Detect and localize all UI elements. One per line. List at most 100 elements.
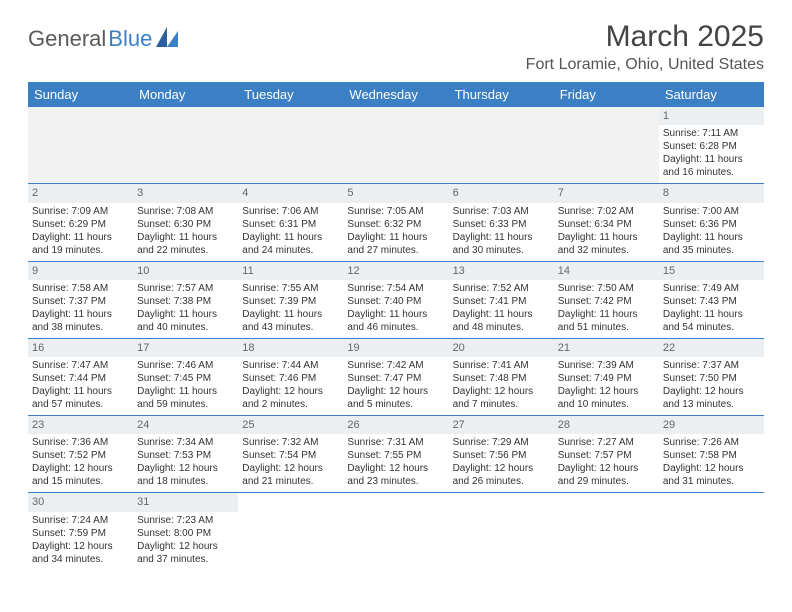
day-cell: 26Sunrise: 7:31 AMSunset: 7:55 PMDayligh… — [343, 416, 448, 493]
day-cell: 31Sunrise: 7:23 AMSunset: 8:00 PMDayligh… — [133, 493, 238, 570]
daylight-text: Daylight: 11 hours and 59 minutes. — [137, 385, 234, 411]
day-details: Sunrise: 7:44 AMSunset: 7:46 PMDaylight:… — [238, 357, 343, 415]
sunset-text: Sunset: 7:39 PM — [242, 295, 339, 308]
sunset-text: Sunset: 7:48 PM — [453, 372, 550, 385]
day-cell: 21Sunrise: 7:39 AMSunset: 7:49 PMDayligh… — [554, 338, 659, 415]
day-cell: 29Sunrise: 7:26 AMSunset: 7:58 PMDayligh… — [659, 416, 764, 493]
sunrise-text: Sunrise: 7:31 AM — [347, 436, 444, 449]
day-details: Sunrise: 7:26 AMSunset: 7:58 PMDaylight:… — [659, 434, 764, 492]
day-number: 13 — [449, 262, 554, 280]
day-number: 2 — [28, 184, 133, 202]
day-cell: 8Sunrise: 7:00 AMSunset: 6:36 PMDaylight… — [659, 184, 764, 261]
day-number: 12 — [343, 262, 448, 280]
sunset-text: Sunset: 7:40 PM — [347, 295, 444, 308]
day-header: Friday — [554, 82, 659, 107]
blank-cell — [133, 107, 238, 184]
day-cell: 24Sunrise: 7:34 AMSunset: 7:53 PMDayligh… — [133, 416, 238, 493]
sunrise-text: Sunrise: 7:00 AM — [663, 205, 760, 218]
sunset-text: Sunset: 7:57 PM — [558, 449, 655, 462]
sunset-text: Sunset: 6:32 PM — [347, 218, 444, 231]
day-cell: 7Sunrise: 7:02 AMSunset: 6:34 PMDaylight… — [554, 184, 659, 261]
day-number: 14 — [554, 262, 659, 280]
day-number: 19 — [343, 339, 448, 357]
day-details: Sunrise: 7:46 AMSunset: 7:45 PMDaylight:… — [133, 357, 238, 415]
sunset-text: Sunset: 7:44 PM — [32, 372, 129, 385]
blank-cell — [449, 107, 554, 184]
day-details: Sunrise: 7:58 AMSunset: 7:37 PMDaylight:… — [28, 280, 133, 338]
sunset-text: Sunset: 7:50 PM — [663, 372, 760, 385]
day-number: 25 — [238, 416, 343, 434]
sunrise-text: Sunrise: 7:37 AM — [663, 359, 760, 372]
page-header: GeneralBlue March 2025 Fort Loramie, Ohi… — [28, 20, 764, 74]
sunset-text: Sunset: 7:47 PM — [347, 372, 444, 385]
sunrise-text: Sunrise: 7:52 AM — [453, 282, 550, 295]
day-cell: 13Sunrise: 7:52 AMSunset: 7:41 PMDayligh… — [449, 261, 554, 338]
daylight-text: Daylight: 11 hours and 51 minutes. — [558, 308, 655, 334]
day-number: 9 — [28, 262, 133, 280]
day-cell: 3Sunrise: 7:08 AMSunset: 6:30 PMDaylight… — [133, 184, 238, 261]
day-details: Sunrise: 7:42 AMSunset: 7:47 PMDaylight:… — [343, 357, 448, 415]
sunrise-text: Sunrise: 7:03 AM — [453, 205, 550, 218]
daylight-text: Daylight: 12 hours and 34 minutes. — [32, 540, 129, 566]
calendar-grid: SundayMondayTuesdayWednesdayThursdayFrid… — [28, 82, 764, 570]
day-details: Sunrise: 7:03 AMSunset: 6:33 PMDaylight:… — [449, 203, 554, 261]
day-details: Sunrise: 7:32 AMSunset: 7:54 PMDaylight:… — [238, 434, 343, 492]
day-cell: 22 Sunrise: 7:37 AMSunset: 7:50 PMDayligh… — [659, 338, 764, 415]
day-number: 26 — [343, 416, 448, 434]
day-cell: 23Sunrise: 7:36 AMSunset: 7:52 PMDayligh… — [28, 416, 133, 493]
daylight-text: Daylight: 12 hours and 2 minutes. — [242, 385, 339, 411]
sunrise-text: Sunrise: 7:29 AM — [453, 436, 550, 449]
sunrise-text: Sunrise: 7:11 AM — [663, 127, 760, 140]
sunset-text: Sunset: 7:43 PM — [663, 295, 760, 308]
day-details: Sunrise: 7:39 AMSunset: 7:49 PMDaylight:… — [554, 357, 659, 415]
sunrise-text: Sunrise: 7:23 AM — [137, 514, 234, 527]
day-number: 17 — [133, 339, 238, 357]
sunrise-text: Sunrise: 7:24 AM — [32, 514, 129, 527]
day-number: 22 — [659, 339, 764, 357]
day-number: 28 — [554, 416, 659, 434]
day-number: 23 — [28, 416, 133, 434]
daylight-text: Daylight: 12 hours and 26 minutes. — [453, 462, 550, 488]
sunrise-text: Sunrise: 7:47 AM — [32, 359, 129, 372]
day-details: Sunrise: 7:05 AMSunset: 6:32 PMDaylight:… — [343, 203, 448, 261]
daylight-text: Daylight: 11 hours and 46 minutes. — [347, 308, 444, 334]
calendar-row: 30Sunrise: 7:24 AMSunset: 7:59 PMDayligh… — [28, 493, 764, 570]
day-number: 31 — [133, 493, 238, 511]
day-number: 10 — [133, 262, 238, 280]
sunset-text: Sunset: 7:41 PM — [453, 295, 550, 308]
day-cell: 20Sunrise: 7:41 AMSunset: 7:48 PMDayligh… — [449, 338, 554, 415]
daylight-text: Daylight: 12 hours and 10 minutes. — [558, 385, 655, 411]
sunrise-text: Sunrise: 7:02 AM — [558, 205, 655, 218]
day-number: 21 — [554, 339, 659, 357]
sunset-text: Sunset: 6:29 PM — [32, 218, 129, 231]
day-details: Sunrise: 7:11 AMSunset: 6:28 PMDaylight:… — [659, 125, 764, 183]
day-details: Sunrise: 7:52 AMSunset: 7:41 PMDaylight:… — [449, 280, 554, 338]
daylight-text: Daylight: 11 hours and 24 minutes. — [242, 231, 339, 257]
day-number: 5 — [343, 184, 448, 202]
sunset-text: Sunset: 7:55 PM — [347, 449, 444, 462]
day-details: Sunrise: 7:54 AMSunset: 7:40 PMDaylight:… — [343, 280, 448, 338]
daylight-text: Daylight: 11 hours and 57 minutes. — [32, 385, 129, 411]
day-number: 20 — [449, 339, 554, 357]
sunset-text: Sunset: 7:54 PM — [242, 449, 339, 462]
logo-text-2: Blue — [108, 26, 152, 52]
day-cell: 16Sunrise: 7:47 AMSunset: 7:44 PMDayligh… — [28, 338, 133, 415]
day-number: 29 — [659, 416, 764, 434]
sunrise-text: Sunrise: 7:39 AM — [558, 359, 655, 372]
sunset-text: Sunset: 7:45 PM — [137, 372, 234, 385]
location-text: Fort Loramie, Ohio, United States — [526, 56, 764, 74]
daylight-text: Daylight: 12 hours and 18 minutes. — [137, 462, 234, 488]
daylight-text: Daylight: 12 hours and 13 minutes. — [663, 385, 760, 411]
blank-cell — [28, 107, 133, 184]
sunrise-text: Sunrise: 7:50 AM — [558, 282, 655, 295]
title-block: March 2025 Fort Loramie, Ohio, United St… — [526, 20, 764, 74]
sunset-text: Sunset: 7:46 PM — [242, 372, 339, 385]
day-number: 1 — [659, 107, 764, 125]
day-cell: 18Sunrise: 7:44 AMSunset: 7:46 PMDayligh… — [238, 338, 343, 415]
sunset-text: Sunset: 6:30 PM — [137, 218, 234, 231]
sunset-text: Sunset: 7:58 PM — [663, 449, 760, 462]
daylight-text: Daylight: 11 hours and 54 minutes. — [663, 308, 760, 334]
daylight-text: Daylight: 11 hours and 35 minutes. — [663, 231, 760, 257]
sunrise-text: Sunrise: 7:36 AM — [32, 436, 129, 449]
day-details: Sunrise: 7:41 AMSunset: 7:48 PMDaylight:… — [449, 357, 554, 415]
